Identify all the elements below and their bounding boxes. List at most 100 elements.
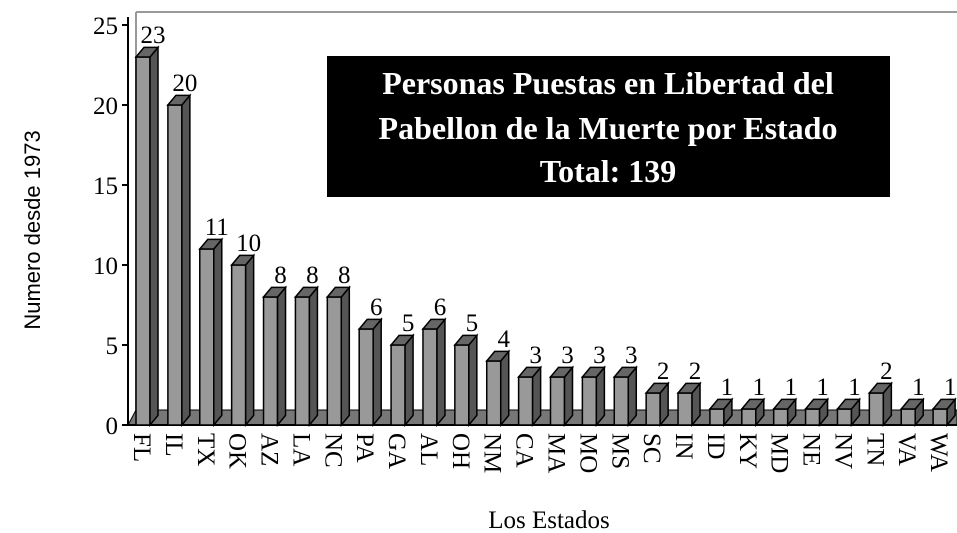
- x-tick-label: NM: [479, 433, 506, 473]
- bar-face: [741, 408, 757, 426]
- bar-face: [708, 398, 734, 410]
- x-tick-label: TX: [192, 433, 219, 466]
- bar: [803, 397, 830, 428]
- x-tick-label: TN: [861, 433, 888, 466]
- y-tick-label: 15: [93, 173, 118, 200]
- bar-face: [676, 382, 702, 394]
- value-label: 6: [370, 294, 383, 321]
- bar-face: [677, 392, 693, 426]
- bar-face: [390, 344, 406, 426]
- value-label: 8: [306, 262, 319, 289]
- y-tick-label: 20: [93, 93, 118, 120]
- bar-face: [613, 376, 630, 426]
- bar-face: [835, 398, 862, 410]
- bar: [357, 317, 383, 428]
- bar-face: [645, 392, 661, 426]
- bar-face: [867, 382, 893, 394]
- bar-face: [517, 376, 534, 426]
- bar-face: [325, 286, 351, 298]
- value-label: 1: [816, 374, 829, 401]
- bar-face: [372, 317, 382, 428]
- bar: [612, 365, 638, 428]
- bar: [134, 45, 160, 428]
- bar: [931, 397, 957, 428]
- bar-face: [804, 408, 821, 426]
- bar-face: [149, 45, 159, 428]
- bar: [261, 285, 288, 428]
- value-label: 3: [561, 342, 574, 369]
- bar-face: [454, 344, 470, 426]
- value-label: 5: [466, 310, 479, 337]
- bar-face: [644, 382, 670, 394]
- bar-face: [166, 94, 192, 106]
- bar-face: [181, 93, 191, 428]
- value-label: 1: [848, 374, 861, 401]
- bar-face: [135, 56, 151, 426]
- bar: [899, 397, 925, 428]
- bar-face: [499, 349, 510, 428]
- bar-face: [293, 286, 320, 298]
- bar-face: [453, 334, 479, 346]
- bar: [166, 93, 192, 428]
- bar-face: [213, 237, 223, 428]
- value-label: 1: [784, 374, 797, 401]
- value-label: 4: [497, 326, 510, 353]
- x-tick-label: OH: [447, 433, 474, 469]
- bar-face: [709, 408, 725, 426]
- bar-face: [803, 398, 830, 410]
- x-tick-label: AZ: [256, 433, 283, 466]
- x-tick-label: ID: [702, 433, 729, 459]
- bar: [325, 285, 351, 428]
- chart-title: Pabellon de la Muerte por Estado: [379, 110, 838, 146]
- x-tick-label: KY: [734, 433, 761, 469]
- chart-subtitle: Total: 139: [540, 153, 677, 189]
- x-tick-label: MO: [574, 433, 601, 473]
- bar: [772, 397, 798, 428]
- bar: [676, 381, 702, 428]
- value-label: 6: [434, 294, 447, 321]
- bar: [580, 365, 606, 428]
- bar: [517, 365, 543, 428]
- x-tick-label: NV: [829, 433, 856, 469]
- x-axis-label: Los Estados: [488, 507, 610, 533]
- value-label: 1: [944, 374, 957, 401]
- bar-face: [900, 408, 916, 426]
- x-tick-label: IN: [670, 433, 697, 459]
- bar: [835, 397, 862, 428]
- bar: [740, 397, 766, 428]
- bar-face: [294, 296, 311, 426]
- bar-face: [836, 408, 853, 426]
- x-tick-label: OK: [224, 433, 251, 469]
- bar-face: [262, 296, 279, 426]
- bar-face: [468, 333, 478, 428]
- bar-face: [868, 392, 885, 426]
- title-box: [327, 56, 890, 197]
- value-label: 3: [593, 342, 606, 369]
- bar-face: [772, 398, 798, 410]
- y-tick-label: 5: [106, 333, 119, 360]
- bar: [485, 349, 511, 428]
- y-tick-label: 25: [93, 13, 118, 40]
- y-axis-label: Numero desde 1973: [20, 130, 45, 329]
- bar-face: [244, 253, 255, 428]
- x-tick-label: CA: [511, 433, 538, 468]
- bar-face: [340, 285, 351, 428]
- x-tick-label: MS: [606, 433, 633, 469]
- bar: [644, 381, 670, 428]
- x-tick-label: MA: [543, 433, 570, 473]
- bar: [230, 253, 256, 428]
- bar-face: [230, 264, 247, 426]
- bar-face: [134, 46, 160, 58]
- value-label: 2: [657, 358, 670, 385]
- x-tick-label: VA: [893, 433, 920, 466]
- bar-face: [389, 334, 415, 346]
- x-tick-label: AL: [415, 433, 442, 466]
- y-tick-label: 0: [106, 413, 119, 440]
- bar-face: [548, 366, 575, 378]
- bar: [421, 317, 447, 428]
- bar-face: [549, 376, 566, 426]
- x-tick-label: NE: [798, 433, 825, 466]
- bar-face: [581, 376, 598, 426]
- x-tick-label: MD: [766, 433, 793, 473]
